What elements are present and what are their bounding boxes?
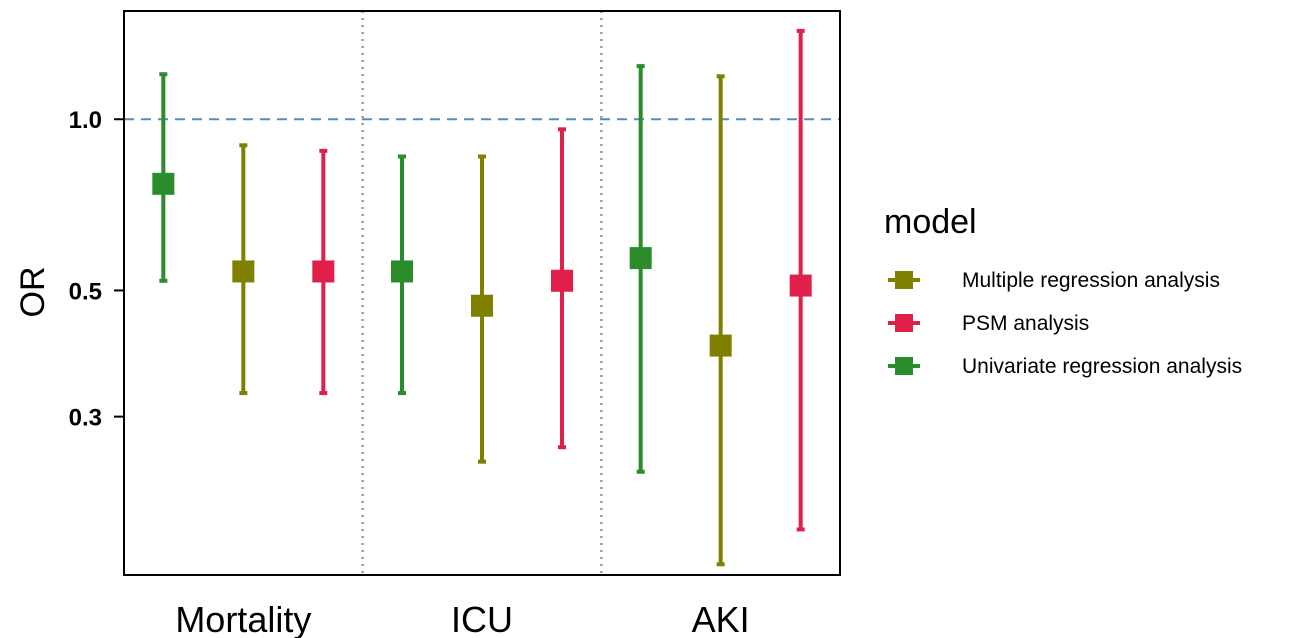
x-tick-label: AKI bbox=[692, 599, 750, 638]
category-separators bbox=[361, 11, 603, 575]
error-bar bbox=[152, 72, 175, 283]
point-estimate bbox=[152, 172, 175, 195]
point-estimate bbox=[629, 247, 652, 270]
error-bar bbox=[312, 148, 335, 396]
error-bar bbox=[629, 64, 652, 474]
point-estimate bbox=[312, 260, 335, 283]
legend: model Multiple regression analysis PSM an… bbox=[884, 203, 1242, 378]
point-estimate bbox=[232, 260, 255, 283]
plot-panel-border bbox=[123, 10, 841, 576]
error-bar bbox=[471, 154, 493, 464]
legend-label: Multiple regression analysis bbox=[962, 269, 1220, 292]
legend-key-square bbox=[895, 271, 913, 289]
error-bar-marks bbox=[152, 28, 812, 567]
legend-label: PSM analysis bbox=[962, 312, 1089, 335]
point-estimate bbox=[551, 269, 573, 292]
point-estimate bbox=[391, 260, 413, 283]
error-bar bbox=[709, 74, 732, 567]
x-axis: Mortality ICU AKI bbox=[175, 599, 749, 638]
error-bar bbox=[551, 127, 573, 450]
legend-key bbox=[888, 271, 920, 289]
point-estimate bbox=[471, 294, 493, 317]
y-axis-label: OR bbox=[14, 267, 52, 318]
legend-label: Univariate regression analysis bbox=[962, 355, 1242, 378]
point-estimate bbox=[789, 274, 812, 297]
y-tick-label: 0.3 bbox=[69, 405, 102, 432]
x-tick-label: ICU bbox=[451, 599, 513, 638]
y-tick-label: 0.5 bbox=[69, 278, 102, 305]
legend-key-square bbox=[895, 314, 913, 332]
y-axis: 0.3 0.5 1.0 bbox=[69, 107, 124, 432]
legend-title: model bbox=[884, 203, 977, 241]
legend-key bbox=[888, 357, 920, 375]
y-tick-label: 1.0 bbox=[69, 107, 102, 134]
error-bar bbox=[232, 143, 255, 396]
legend-key bbox=[888, 314, 920, 332]
point-estimate bbox=[709, 334, 732, 357]
x-tick-label: Mortality bbox=[175, 599, 311, 638]
error-bar bbox=[391, 154, 413, 396]
legend-key-square bbox=[895, 357, 913, 375]
error-bar bbox=[789, 28, 812, 532]
